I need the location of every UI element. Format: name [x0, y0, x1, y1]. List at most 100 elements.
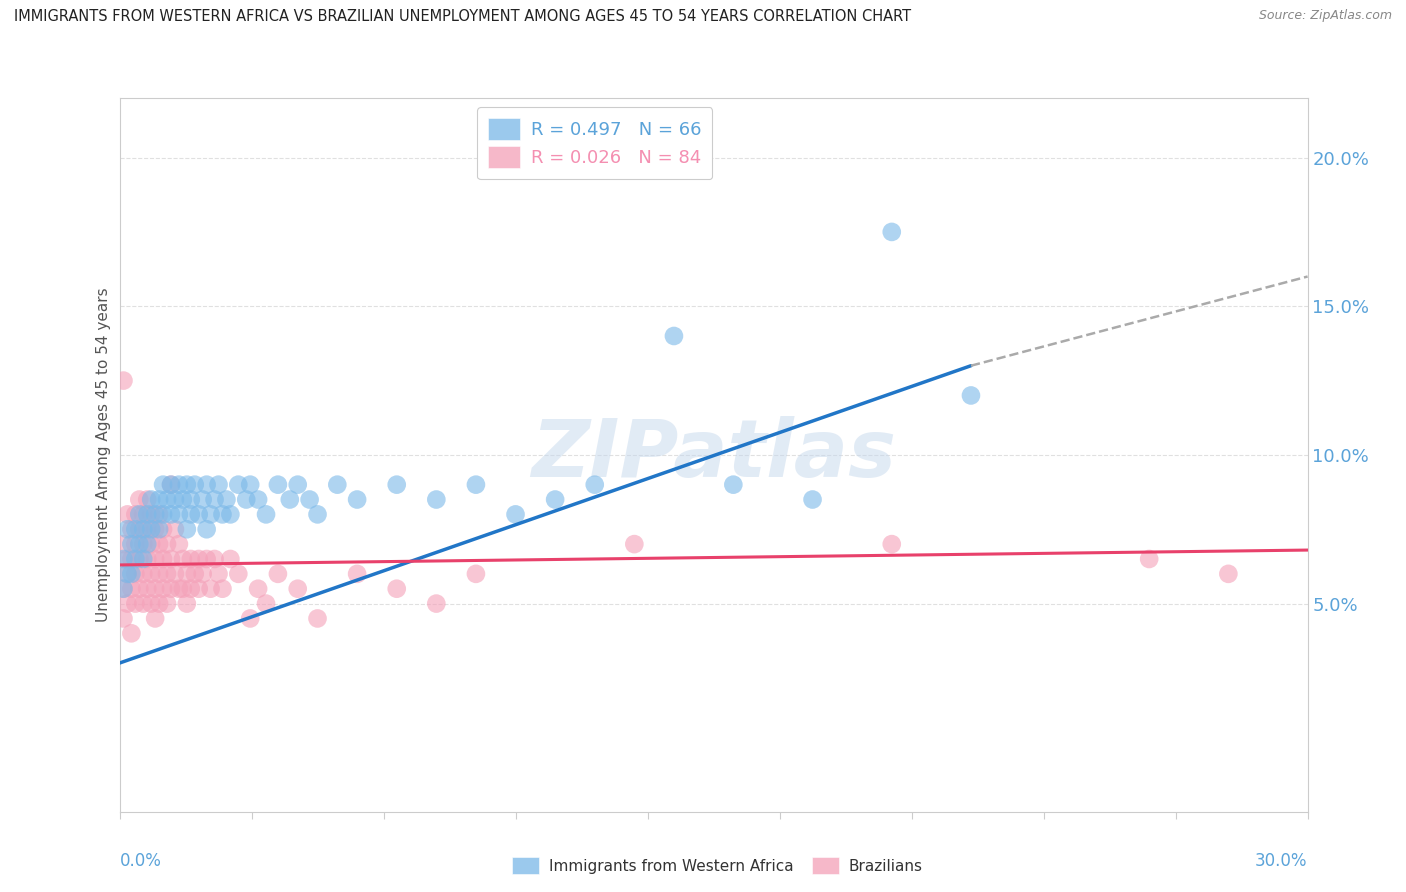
Point [167, 537, 190, 551]
Point [163, 566, 186, 581]
Point [117, 566, 139, 581]
Y-axis label: Unemployment Among Ages 45 to 54 years: Unemployment Among Ages 45 to 54 years [96, 287, 111, 623]
Point [195, 552, 218, 566]
Point [307, 611, 329, 625]
Point [215, 492, 238, 507]
Point [200, 508, 222, 522]
Point [124, 552, 146, 566]
Point [120, 552, 142, 566]
Point [120, 582, 142, 596]
Point [191, 566, 214, 581]
Text: IMMIGRANTS FROM WESTERN AFRICA VS BRAZILIAN UNEMPLOYMENT AMONG AGES 45 TO 54 YEA: IMMIGRANTS FROM WESTERN AFRICA VS BRAZIL… [14, 9, 911, 24]
Point [117, 597, 139, 611]
Point [112, 537, 135, 551]
Text: 30.0%: 30.0% [1256, 852, 1308, 870]
Point [544, 492, 567, 507]
Point [239, 477, 262, 491]
Point [204, 552, 226, 566]
Point [136, 508, 159, 522]
Point [235, 492, 257, 507]
Point [160, 477, 183, 491]
Point [128, 508, 150, 522]
Point [124, 566, 146, 581]
Point [141, 597, 163, 611]
Point [112, 611, 135, 625]
Point [219, 508, 242, 522]
Point [176, 522, 198, 536]
Text: Source: ZipAtlas.com: Source: ZipAtlas.com [1258, 9, 1392, 22]
Point [180, 508, 202, 522]
Point [112, 374, 135, 388]
Point [156, 566, 179, 581]
Point [176, 477, 198, 491]
Point [160, 477, 183, 491]
Point [204, 492, 226, 507]
Point [117, 522, 139, 536]
Point [160, 582, 183, 596]
Legend: Immigrants from Western Africa, Brazilians: Immigrants from Western Africa, Brazilia… [506, 851, 928, 880]
Point [163, 492, 186, 507]
Point [120, 626, 142, 640]
Point [152, 508, 174, 522]
Point [124, 508, 146, 522]
Point [136, 522, 159, 536]
Point [148, 508, 170, 522]
Point [287, 477, 309, 491]
Point [152, 522, 174, 536]
Point [156, 597, 179, 611]
Point [239, 611, 262, 625]
Point [211, 508, 233, 522]
Point [152, 477, 174, 491]
Point [156, 537, 179, 551]
Point [124, 522, 146, 536]
Point [801, 492, 824, 507]
Point [141, 537, 163, 551]
Point [187, 552, 209, 566]
Point [167, 582, 190, 596]
Point [254, 597, 277, 611]
Point [141, 566, 163, 581]
Point [132, 537, 155, 551]
Point [132, 566, 155, 581]
Point [141, 508, 163, 522]
Point [172, 492, 194, 507]
Point [623, 537, 645, 551]
Point [128, 522, 150, 536]
Point [143, 552, 166, 566]
Point [346, 492, 368, 507]
Point [180, 582, 202, 596]
Point [167, 477, 190, 491]
Point [880, 537, 903, 551]
Point [148, 522, 170, 536]
Point [117, 552, 139, 566]
Point [143, 611, 166, 625]
Point [1137, 552, 1160, 566]
Point [176, 566, 198, 581]
Point [141, 522, 163, 536]
Point [195, 522, 218, 536]
Point [112, 582, 135, 596]
Point [112, 582, 135, 596]
Point [278, 492, 301, 507]
Point [160, 552, 183, 566]
Point [425, 597, 447, 611]
Point [880, 225, 903, 239]
Point [120, 566, 142, 581]
Point [326, 477, 349, 491]
Point [124, 537, 146, 551]
Point [117, 566, 139, 581]
Point [346, 566, 368, 581]
Point [132, 522, 155, 536]
Point [167, 508, 190, 522]
Point [1218, 566, 1240, 581]
Point [143, 582, 166, 596]
Point [172, 552, 194, 566]
Point [298, 492, 321, 507]
Point [219, 552, 242, 566]
Point [128, 552, 150, 566]
Point [385, 477, 408, 491]
Point [583, 477, 606, 491]
Point [120, 522, 142, 536]
Point [662, 329, 685, 343]
Point [228, 566, 250, 581]
